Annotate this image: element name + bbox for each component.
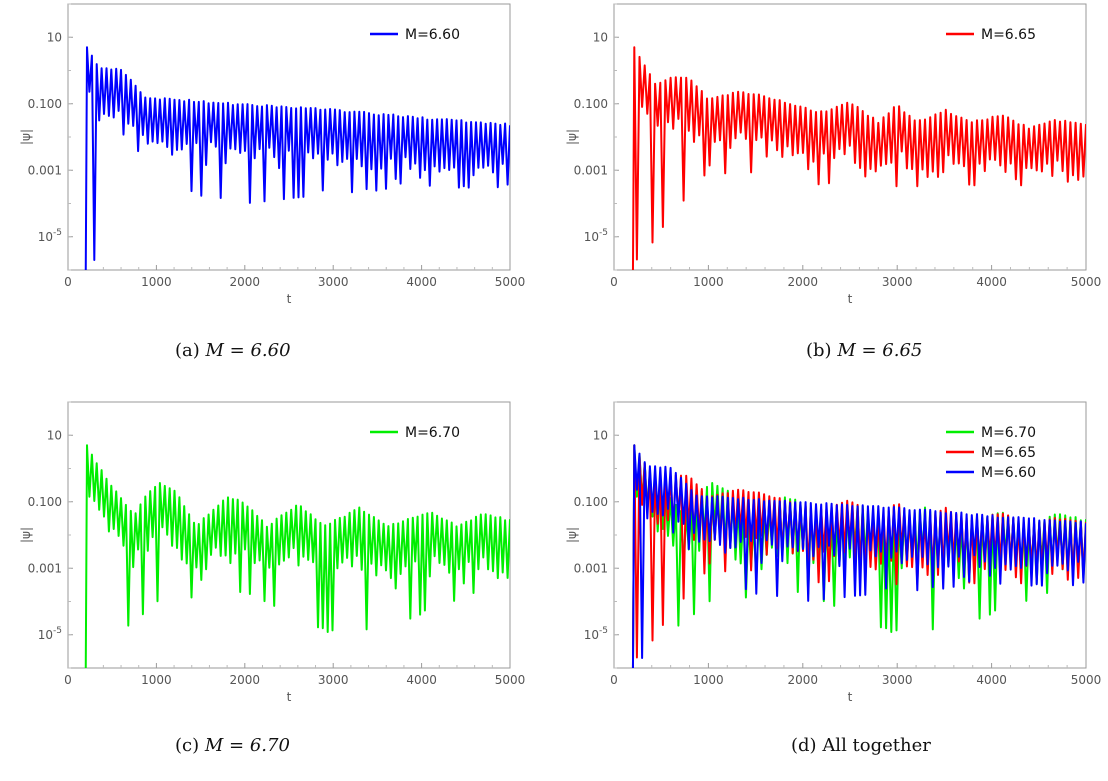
caption-c-tag: (c) <box>175 735 200 756</box>
chart-c: 0 1000 2000 3000 4000 5000 10 0.100 0.001 10-5 t |ψ… <box>19 401 526 704</box>
series-group <box>631 46 1086 270</box>
panel-a: 0 1000 2000 3000 4000 5000 10 0.100 0.001 10-5 t |ψ… <box>10 0 530 380</box>
y-axis-label: |ψ| <box>565 527 579 543</box>
y-tick-label: 10 <box>593 30 608 44</box>
x-axis-label: t <box>848 690 853 704</box>
legend-label: M=6.60 <box>405 27 460 43</box>
x-tick-label: 1000 <box>141 673 172 687</box>
caption-d: (d) All together <box>791 735 931 756</box>
x-tick-label: 0 <box>64 673 72 687</box>
caption-c-text: M = 6.70 <box>204 735 290 756</box>
x-tick-label: 0 <box>64 275 72 289</box>
y-tick-label: 0.100 <box>28 97 62 111</box>
x-tick-label: 2000 <box>788 275 819 289</box>
x-tick-label: 5000 <box>1071 275 1102 289</box>
caption-b: (b) M = 6.65 <box>806 340 922 361</box>
x-tick-label: 3000 <box>882 275 913 289</box>
x-axis-label: t <box>287 292 292 306</box>
caption-a-text: M = 6.60 <box>205 340 291 361</box>
panel-b: 0 1000 2000 3000 4000 5000 10 0.100 0.001 10-5 t |ψ… <box>556 0 1101 380</box>
x-tick-label: 3000 <box>318 275 349 289</box>
panel-d: 0 1000 2000 3000 4000 5000 10 0.100 0.001 10-5 t |ψ… <box>556 398 1101 781</box>
y-axis-label: |ψ| <box>19 527 33 543</box>
x-tick-label: 4000 <box>976 275 1007 289</box>
series-line-M=6.60 <box>84 46 510 270</box>
caption-b-text: M = 6.65 <box>837 340 923 361</box>
x-tick-label: 2000 <box>788 673 819 687</box>
legend-label: M=6.60 <box>981 465 1036 481</box>
series-group <box>631 444 1086 668</box>
caption-a-tag: (a) <box>175 340 200 361</box>
y-tick-label: 0.001 <box>28 561 62 575</box>
x-tick-label: 1000 <box>693 275 724 289</box>
y-tick-label: 10 <box>47 428 62 442</box>
x-tick-label: 2000 <box>230 673 261 687</box>
x-tick-label: 3000 <box>318 673 349 687</box>
y-tick-label: 10-5 <box>584 626 608 642</box>
legend-label: M=6.70 <box>405 425 460 441</box>
series-line-M=6.70 <box>84 444 510 668</box>
y-tick-label: 10 <box>47 30 62 44</box>
y-tick-label: 0.001 <box>574 561 608 575</box>
caption-b-tag: (b) <box>806 340 832 361</box>
x-tick-label: 0 <box>610 673 618 687</box>
series-group <box>84 444 510 668</box>
series-line-M=6.60 <box>631 444 1086 668</box>
x-tick-label: 5000 <box>1071 673 1102 687</box>
y-tick-label: 10-5 <box>38 626 62 642</box>
y-tick-label: 10 <box>593 428 608 442</box>
caption-d-tag: (d) <box>791 735 817 756</box>
caption-a: (a) M = 6.60 <box>175 340 291 361</box>
y-tick-label: 0.001 <box>574 163 608 177</box>
y-tick-label: 0.100 <box>28 495 62 509</box>
y-tick-label: 0.100 <box>574 495 608 509</box>
series-line-M=6.65 <box>631 46 1086 270</box>
y-axis-label: |ψ| <box>565 129 579 145</box>
x-tick-label: 5000 <box>495 275 526 289</box>
x-tick-label: 4000 <box>406 673 437 687</box>
chart-a: 0 1000 2000 3000 4000 5000 10 0.100 0.001 10-5 t |ψ… <box>19 3 526 306</box>
x-tick-label: 3000 <box>882 673 913 687</box>
y-tick-label: 10-5 <box>584 228 608 244</box>
legend-label: M=6.65 <box>981 27 1036 43</box>
y-tick-label: 10-5 <box>38 228 62 244</box>
x-tick-label: 4000 <box>976 673 1007 687</box>
series-group <box>84 46 510 270</box>
x-tick-label: 4000 <box>406 275 437 289</box>
y-tick-label: 0.001 <box>28 163 62 177</box>
x-tick-label: 0 <box>610 275 618 289</box>
chart-b: 0 1000 2000 3000 4000 5000 10 0.100 0.001 10-5 t |ψ… <box>565 3 1101 306</box>
chart-d: 0 1000 2000 3000 4000 5000 10 0.100 0.001 10-5 t |ψ… <box>565 401 1101 704</box>
panel-c: 0 1000 2000 3000 4000 5000 10 0.100 0.001 10-5 t |ψ… <box>10 398 530 781</box>
legend-label: M=6.70 <box>981 425 1036 441</box>
x-tick-label: 1000 <box>141 275 172 289</box>
x-axis-label: t <box>287 690 292 704</box>
legend-label: M=6.65 <box>981 445 1036 461</box>
caption-d-text: All together <box>822 735 931 756</box>
x-tick-label: 1000 <box>693 673 724 687</box>
y-axis-label: |ψ| <box>19 129 33 145</box>
x-tick-label: 5000 <box>495 673 526 687</box>
y-tick-label: 0.100 <box>574 97 608 111</box>
caption-c: (c) M = 6.70 <box>175 735 290 756</box>
x-tick-label: 2000 <box>230 275 261 289</box>
x-axis-label: t <box>848 292 853 306</box>
